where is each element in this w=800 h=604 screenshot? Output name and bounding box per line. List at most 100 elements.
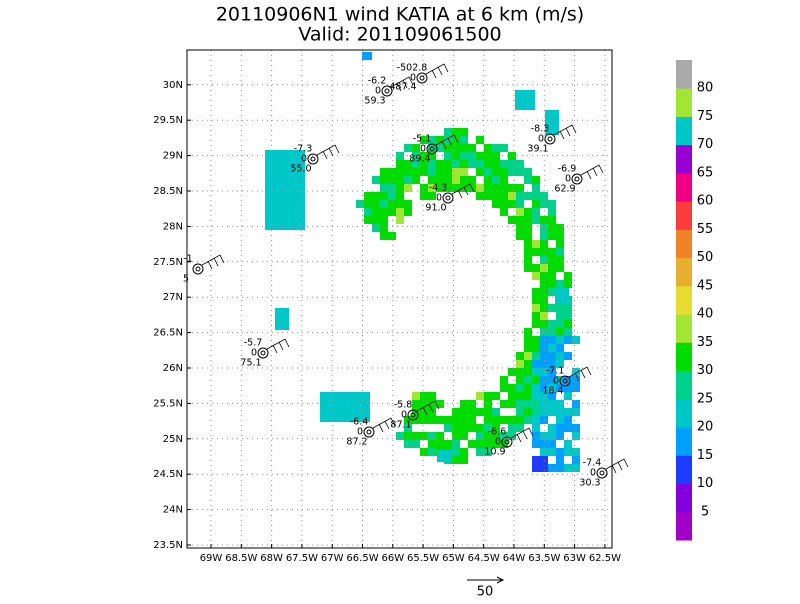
shade-cell — [404, 432, 412, 440]
shade-cell — [412, 144, 420, 152]
shade-cell — [420, 192, 428, 200]
station-mid: 0 — [538, 134, 544, 145]
shade-cell — [380, 168, 388, 176]
shade-cell — [540, 192, 548, 200]
shade-cell — [420, 168, 428, 176]
shade-cell — [532, 200, 540, 208]
shade-cell — [548, 264, 556, 272]
shade-cell — [452, 168, 460, 176]
lat-label: 29.5N — [153, 115, 183, 126]
shade-cell — [524, 208, 532, 216]
shade-cell — [532, 296, 540, 304]
shade-cell — [436, 136, 444, 144]
shade-cell — [404, 168, 412, 176]
shade-cell — [556, 456, 564, 464]
shade-cell — [460, 176, 468, 184]
station-dot — [547, 136, 553, 142]
shade-cell — [452, 432, 460, 440]
shade-cell — [564, 320, 572, 328]
wind-barb — [580, 164, 604, 180]
shade-cell — [452, 136, 460, 144]
shade-cell — [404, 160, 412, 168]
shade-cell — [492, 392, 500, 400]
shade-cell — [532, 464, 540, 472]
shade-cell — [396, 216, 404, 224]
shade-cell — [524, 376, 532, 384]
station-mid: 0 — [375, 86, 381, 97]
shade-cell — [540, 432, 548, 440]
shade-cell — [524, 368, 532, 376]
shade-cell — [420, 408, 428, 416]
shade-cell — [548, 424, 556, 432]
station-top: -502.8 — [397, 63, 428, 74]
shade-cell — [500, 168, 508, 176]
shade-cell — [524, 176, 532, 184]
colorbar-label: 35 — [697, 335, 714, 350]
shade-cell — [396, 208, 404, 216]
reference-label: 50 — [477, 585, 494, 600]
shade-cell — [548, 224, 556, 232]
shade-cell — [524, 232, 532, 240]
shade-cell — [548, 448, 556, 456]
shade-cell — [404, 416, 412, 424]
shade-cell — [572, 384, 580, 392]
lon-label: 66.5W — [346, 553, 378, 564]
colorbar-swatch — [676, 511, 692, 541]
shade-cell — [540, 288, 548, 296]
station-mid: 0 — [401, 410, 407, 421]
station-mid: 0 — [553, 376, 559, 387]
shade-cell — [396, 168, 404, 176]
colorbar-label: 25 — [697, 391, 714, 406]
station-dot — [195, 266, 201, 272]
shade-cell — [548, 360, 556, 368]
shade-cell — [412, 400, 420, 408]
shade-cell — [460, 160, 468, 168]
shade-cell — [564, 448, 572, 456]
shade-cell — [380, 184, 388, 192]
shade-cell — [412, 416, 420, 424]
shade-cell — [516, 216, 524, 224]
station-ring — [307, 153, 319, 165]
wind-barb — [201, 254, 225, 270]
lon-label: 65.5W — [407, 553, 439, 564]
shade-cell — [444, 152, 452, 160]
shade-cell — [428, 448, 436, 456]
station-dot — [366, 429, 372, 435]
map-frame — [186, 49, 613, 549]
shade-cell — [532, 240, 540, 248]
wind-barb — [425, 63, 449, 79]
wind-barb — [451, 183, 475, 199]
shade-cell — [420, 432, 428, 440]
shade-cell — [540, 384, 548, 392]
wind-barb — [568, 366, 592, 382]
station-mid: 0 — [251, 348, 257, 359]
shade-cell — [452, 160, 460, 168]
shade-cell — [532, 384, 540, 392]
colorbar-swatch — [676, 314, 692, 343]
colorbar-label: 30 — [697, 363, 714, 378]
shade-cell — [516, 160, 524, 168]
shade-cell — [388, 208, 396, 216]
shade-cell — [508, 424, 516, 432]
shade-cell — [540, 400, 548, 408]
shade-cell — [556, 312, 564, 320]
shade-cell — [532, 368, 540, 376]
shade-cell — [532, 424, 540, 432]
station-mid: 0 — [357, 427, 363, 438]
shade-cell — [484, 152, 492, 160]
station-ring — [257, 347, 269, 359]
shade-cell — [364, 200, 372, 208]
station-bottom: 91.0 — [425, 203, 446, 214]
title: 20110906N1 wind KATIA at 6 km (m/s) — [216, 4, 584, 26]
station-dot — [260, 350, 266, 356]
station-bottom: 59.3 — [364, 96, 385, 107]
shade-cell — [556, 320, 564, 328]
shade-cell — [532, 312, 540, 320]
shade-cell — [564, 440, 572, 448]
shade-cell — [484, 176, 492, 184]
colorbar-swatch — [676, 342, 692, 372]
shade-cell — [444, 160, 452, 168]
shade-cell — [540, 360, 548, 368]
shade-cell — [500, 416, 508, 424]
shade-cell — [524, 360, 532, 368]
